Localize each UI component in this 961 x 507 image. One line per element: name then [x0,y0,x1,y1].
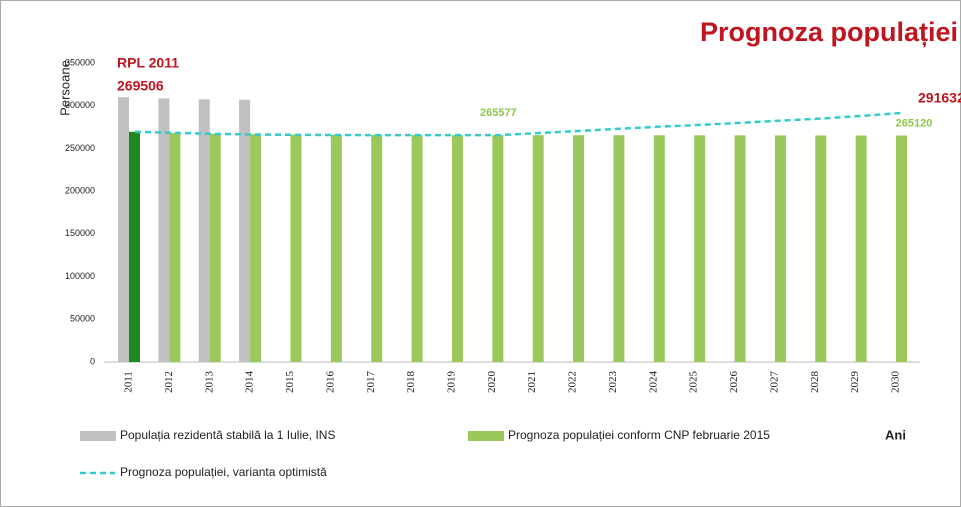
bar [694,135,705,362]
y-tick-label: 0 [90,356,95,366]
bar [129,132,140,362]
x-tick-label: 2028 [809,371,821,394]
bar [492,135,503,362]
x-tick-label: 2012 [163,371,175,393]
y-tick-label: 300000 [65,100,95,110]
bar [199,99,210,362]
data-label: 265120 [896,117,933,129]
bar [169,133,180,362]
bar [371,135,382,362]
x-tick-label: 2021 [526,371,538,393]
bar [118,97,129,362]
x-tick-label: 2030 [890,371,902,394]
annotation: RPL 2011 [117,55,179,71]
bar [654,135,665,362]
bar [250,134,261,362]
bar [735,135,746,362]
data-label: 291632 [918,90,961,106]
x-tick-label: 2029 [849,371,861,394]
bar [331,135,342,362]
x-tick-label: 2013 [203,371,215,394]
x-tick-label: 2014 [244,371,256,394]
bar [290,135,301,362]
x-tick-label: 2022 [567,371,579,393]
x-tick-label: 2018 [405,371,417,394]
x-tick-label: 2020 [486,371,498,394]
legend-label: Prognoza populației, varianta optimistă [120,465,327,479]
y-tick-label: 200000 [65,186,95,196]
chart-title: Prognoza populației [700,17,958,47]
x-axis-label: Ani [885,427,906,442]
bar [158,98,169,362]
legend-label: Prognoza populației conform CNP februari… [508,428,770,442]
x-tick-label: 2016 [324,371,336,394]
x-tick-label: 2017 [365,371,377,394]
bar [239,100,250,362]
bar [533,135,544,362]
bar [573,135,584,362]
bar [775,135,786,362]
x-tick-label: 2026 [728,371,740,394]
data-label: 265577 [480,107,517,119]
y-tick-label: 350000 [65,57,95,67]
y-tick-label: 150000 [65,228,95,238]
legend-swatch [468,431,504,441]
bar [412,135,423,362]
x-tick-label: 2024 [647,371,659,394]
x-tick-label: 2025 [688,371,700,394]
bar [896,136,907,362]
y-tick-label: 100000 [65,271,95,281]
bar [452,135,463,362]
bar [210,134,221,362]
x-tick-label: 2015 [284,371,296,394]
bar [815,135,826,362]
data-label: 269506 [117,78,164,94]
y-tick-label: 250000 [65,143,95,153]
legend-swatch [80,431,116,441]
bar [613,135,624,362]
x-tick-label: 2023 [607,371,619,394]
x-tick-label: 2027 [768,371,780,394]
x-tick-label: 2019 [445,371,457,394]
chart: Prognoza populației Persoane Ani RPL 201… [0,0,961,507]
y-tick-label: 50000 [70,314,95,324]
bar [856,135,867,362]
legend-label: Populația rezidentă stabilă la 1 Iulie, … [120,428,335,442]
x-tick-label: 2011 [123,371,135,393]
